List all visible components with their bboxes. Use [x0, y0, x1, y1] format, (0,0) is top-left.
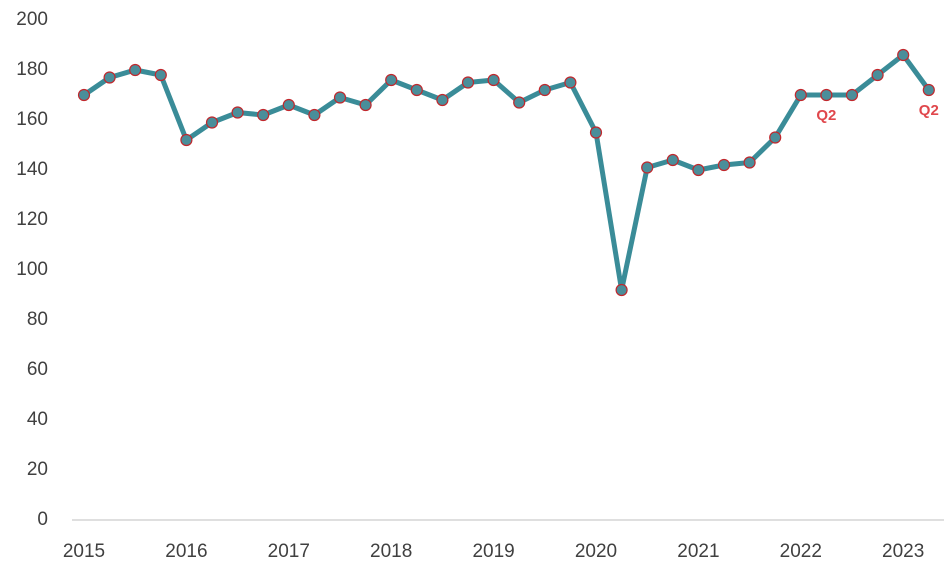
marker [513, 96, 526, 109]
y-tick-label: 160 [16, 109, 48, 130]
y-tick-label: 0 [37, 509, 48, 530]
marker [154, 68, 167, 82]
marker [308, 108, 321, 122]
marker [589, 126, 603, 139]
marker [615, 283, 628, 297]
line [82, 52, 931, 293]
x-tick-label: 2023 [882, 541, 924, 562]
marker [666, 153, 679, 167]
marker [871, 68, 884, 82]
marker [564, 76, 577, 89]
y-tick-label: 200 [16, 9, 48, 30]
marker [769, 131, 782, 144]
x-tick-label: 2022 [780, 541, 822, 562]
annotation: Q2 [816, 107, 836, 124]
marker [231, 106, 244, 119]
marker [205, 116, 219, 129]
y-tick-label: 140 [16, 159, 48, 180]
x-tick-label: 2019 [472, 541, 514, 562]
x-tick-label: 2015 [63, 541, 105, 562]
x-tick-label: 2020 [575, 541, 617, 562]
marker [743, 156, 756, 169]
marker [692, 163, 705, 177]
marker [820, 88, 833, 102]
marker [77, 88, 91, 102]
x-tick-label: 2018 [370, 541, 412, 562]
marker [282, 98, 295, 112]
x-tick-label: 2017 [268, 541, 310, 562]
marker [845, 88, 859, 102]
x-tick-label: 2021 [677, 541, 719, 562]
y-tick-label: 80 [27, 309, 48, 330]
marker [487, 73, 500, 87]
y-tick-label: 120 [16, 209, 48, 230]
marker [794, 88, 807, 102]
y-tick-label: 60 [27, 359, 48, 380]
y-tick-label: 40 [27, 409, 48, 430]
marker [461, 76, 475, 89]
annotation: Q2 [919, 102, 939, 119]
marker [436, 93, 449, 107]
marker [385, 73, 398, 87]
marker [359, 98, 372, 112]
y-tick-label: 20 [27, 459, 48, 480]
marker [922, 83, 935, 97]
marker [129, 63, 142, 77]
marker [717, 158, 731, 172]
marker [257, 108, 270, 122]
marker [410, 83, 423, 97]
marker [333, 91, 347, 104]
marker [538, 83, 551, 97]
marker [641, 161, 654, 174]
marker [180, 133, 193, 147]
marker [103, 71, 116, 84]
y-tick-label: 180 [16, 59, 48, 80]
x-tick-label: 2016 [165, 541, 207, 562]
y-tick-label: 100 [16, 259, 48, 280]
marker [897, 48, 910, 62]
